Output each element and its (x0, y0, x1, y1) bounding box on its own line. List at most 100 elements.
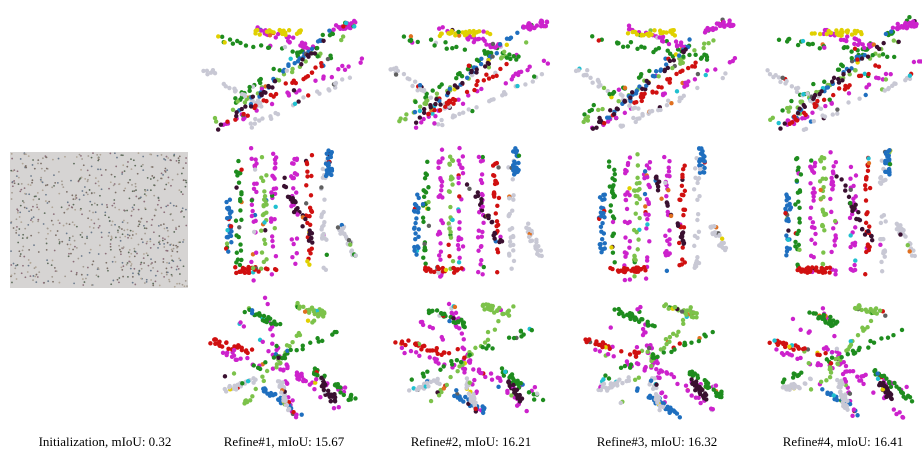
point (658, 404, 662, 408)
point (490, 377, 494, 381)
point (413, 110, 417, 114)
point (146, 279, 148, 281)
point (36, 204, 38, 206)
point (119, 236, 121, 238)
point (438, 102, 442, 106)
point (62, 186, 64, 188)
point (623, 235, 627, 239)
point (847, 91, 851, 95)
point (324, 238, 328, 242)
point (264, 266, 268, 270)
point (183, 179, 185, 181)
point (467, 107, 471, 111)
point (68, 248, 70, 250)
point (101, 236, 103, 238)
point (450, 182, 454, 186)
point (697, 261, 701, 265)
point (418, 109, 422, 113)
point (90, 249, 92, 251)
figure: Initialization, mIoU: 0.32 Refine#1, mIo… (0, 0, 922, 453)
point (439, 184, 443, 188)
point (845, 34, 849, 38)
point (686, 66, 690, 70)
point (528, 239, 532, 243)
point (447, 302, 451, 306)
point (870, 53, 874, 57)
point (625, 190, 629, 194)
point (590, 108, 594, 112)
point (22, 265, 24, 267)
point (74, 224, 76, 226)
point (161, 154, 163, 156)
point (452, 270, 456, 274)
point (433, 102, 437, 106)
point (448, 87, 452, 91)
point (887, 380, 891, 384)
point (507, 52, 511, 56)
point (903, 21, 907, 25)
point (846, 100, 850, 104)
point (76, 226, 78, 228)
point (486, 330, 490, 334)
point (693, 60, 697, 64)
point (672, 58, 676, 62)
point (683, 81, 687, 85)
point (851, 197, 855, 201)
point (440, 335, 444, 339)
point (162, 174, 164, 176)
point (172, 179, 174, 181)
point (695, 373, 699, 377)
point (250, 203, 254, 207)
point (290, 340, 294, 344)
point (87, 267, 89, 269)
point (179, 283, 181, 285)
point (148, 265, 150, 267)
point (138, 271, 140, 273)
point (129, 179, 131, 181)
point (780, 108, 784, 112)
point (158, 235, 160, 237)
point (829, 367, 833, 371)
point (889, 29, 893, 33)
point (250, 347, 254, 351)
point (253, 31, 257, 35)
point-cloud (574, 18, 737, 131)
point (269, 322, 273, 326)
point (717, 392, 721, 396)
point (287, 28, 291, 32)
point (427, 267, 431, 271)
point (235, 173, 239, 177)
point (76, 274, 78, 276)
point (454, 311, 458, 315)
point (479, 62, 483, 66)
point (822, 45, 826, 49)
point (511, 248, 515, 252)
point (334, 382, 338, 386)
point (666, 98, 670, 102)
point (179, 155, 181, 157)
point (855, 29, 859, 33)
point (623, 111, 627, 115)
point (170, 185, 172, 187)
point (507, 196, 511, 200)
point (232, 348, 236, 352)
point (30, 209, 32, 211)
point (517, 396, 521, 400)
point (593, 348, 597, 352)
point (122, 233, 124, 235)
point (857, 96, 861, 100)
point (502, 50, 506, 54)
point (269, 190, 273, 194)
point (260, 375, 264, 379)
point (786, 217, 790, 221)
point (91, 264, 93, 266)
point (722, 241, 726, 245)
point (828, 197, 832, 201)
point (476, 249, 480, 253)
point (81, 176, 83, 178)
point (16, 226, 18, 228)
point (807, 310, 811, 314)
point (451, 115, 455, 119)
point (434, 360, 438, 364)
point (498, 67, 502, 71)
